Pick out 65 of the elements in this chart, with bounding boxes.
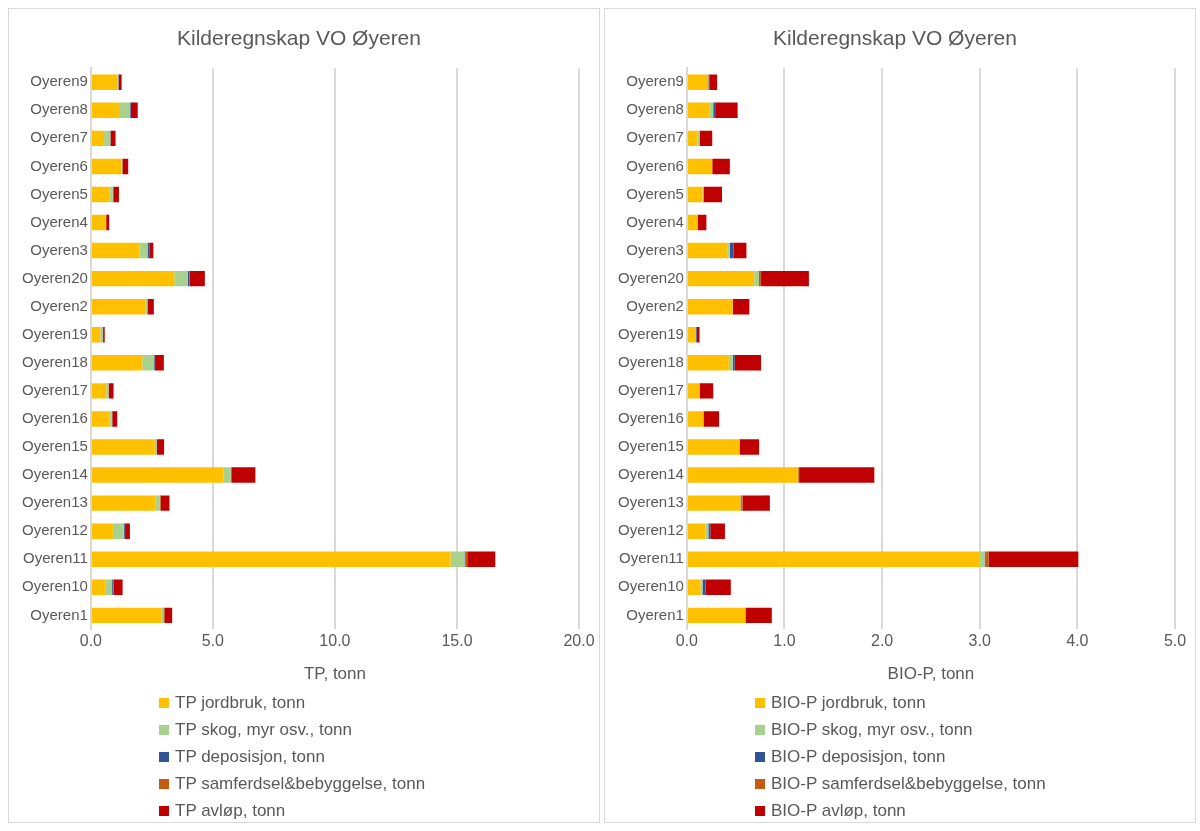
chart-title: Kilderegnskap VO Øyeren <box>773 26 1017 50</box>
legend-label: TP jordbruk, tonn <box>175 692 306 713</box>
x-tick-label: 0.0 <box>79 632 103 650</box>
y-tick-label: Oyeren12 <box>618 521 684 539</box>
x-tick-label: 0.0 <box>675 632 699 650</box>
y-tick-label: Oyeren6 <box>30 156 88 174</box>
y-tick-label: Oyeren17 <box>618 381 684 399</box>
y-tick-label: Oyeren3 <box>30 240 88 258</box>
legend-label: BIO-P jordbruk, tonn <box>771 692 926 713</box>
y-tick-label: Oyeren17 <box>22 381 88 399</box>
y-tick-label: Oyeren5 <box>30 184 88 202</box>
y-tick-label: Oyeren3 <box>626 240 684 258</box>
y-tick-label: Oyeren14 <box>618 465 684 483</box>
y-tick-label: Oyeren20 <box>22 268 88 286</box>
y-tick-label: Oyeren13 <box>22 493 88 511</box>
x-tick-label: 5.0 <box>1163 632 1187 650</box>
y-tick-label: Oyeren10 <box>22 577 88 595</box>
y-tick-label: Oyeren1 <box>30 605 88 623</box>
legend-label: BIO-P avløp, tonn <box>771 800 906 821</box>
y-tick-label: Oyeren8 <box>30 100 88 118</box>
legend-label: TP samferdsel&bebyggelse, tonn <box>175 773 426 794</box>
x-tick-label: 4.0 <box>1066 632 1089 650</box>
y-tick-label: Oyeren6 <box>626 156 684 174</box>
y-tick-label: Oyeren18 <box>618 352 684 370</box>
y-tick-label: Oyeren11 <box>23 549 88 567</box>
y-tick-label: Oyeren7 <box>30 128 88 146</box>
y-tick-label: Oyeren8 <box>626 100 684 118</box>
y-tick-label: Oyeren2 <box>626 296 684 314</box>
chart-title: Kilderegnskap VO Øyeren <box>177 26 421 50</box>
y-tick-label: Oyeren4 <box>626 212 684 230</box>
x-tick-label: 10.0 <box>319 632 351 650</box>
y-tick-label: Oyeren4 <box>30 212 88 230</box>
y-tick-label: Oyeren12 <box>22 521 88 539</box>
x-axis-title: BIO-P, tonn <box>887 664 975 684</box>
y-tick-label: Oyeren10 <box>618 577 684 595</box>
y-tick-label: Oyeren7 <box>626 128 684 146</box>
x-axis-title: TP, tonn <box>303 664 366 684</box>
y-tick-label: Oyeren15 <box>618 437 684 455</box>
y-tick-label: Oyeren13 <box>618 493 684 511</box>
x-tick-label: 15.0 <box>441 632 473 650</box>
y-tick-label: Oyeren9 <box>30 72 88 90</box>
y-tick-label: Oyeren11 <box>619 549 684 567</box>
x-tick-label: 2.0 <box>871 632 894 650</box>
y-tick-label: Oyeren18 <box>22 352 88 370</box>
legend-label: TP deposisjon, tonn <box>175 746 325 767</box>
y-tick-label: Oyeren19 <box>22 324 88 342</box>
y-tick-label: Oyeren16 <box>22 409 88 427</box>
y-tick-label: Oyeren15 <box>22 437 88 455</box>
x-tick-label: 1.0 <box>773 632 796 650</box>
x-tick-label: 3.0 <box>968 632 991 650</box>
y-tick-label: Oyeren14 <box>22 465 88 483</box>
legend-label: BIO-P skog, myr osv., tonn <box>771 719 973 740</box>
y-tick-label: Oyeren19 <box>618 324 684 342</box>
x-tick-label: 20.0 <box>563 632 595 650</box>
y-tick-label: Oyeren1 <box>626 605 684 623</box>
y-tick-label: Oyeren20 <box>618 268 684 286</box>
y-tick-label: Oyeren9 <box>626 72 684 90</box>
y-tick-label: Oyeren2 <box>30 296 88 314</box>
legend-label: BIO-P deposisjon, tonn <box>771 746 946 767</box>
legend-label: BIO-P samferdsel&bebyggelse, tonn <box>771 773 1046 794</box>
legend-label: TP avløp, tonn <box>175 800 286 821</box>
y-tick-label: Oyeren5 <box>626 184 684 202</box>
y-tick-label: Oyeren16 <box>618 409 684 427</box>
x-tick-label: 5.0 <box>201 632 225 650</box>
legend-label: TP skog, myr osv., tonn <box>175 719 352 740</box>
